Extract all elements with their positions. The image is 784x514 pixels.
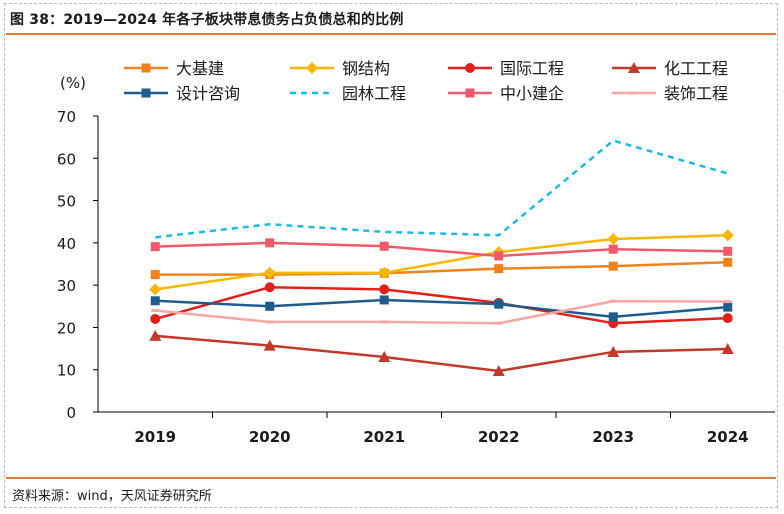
y-tick-label: 40 — [57, 235, 76, 253]
data-point-series-8 — [265, 320, 274, 324]
source-rule — [6, 477, 776, 479]
y-tick-label: 10 — [57, 362, 76, 380]
data-point-series-7 — [265, 238, 275, 248]
legend-label: 中小建企 — [500, 84, 564, 103]
figure-frame — [4, 3, 778, 508]
legend-swatch-marker — [141, 63, 151, 73]
source-note: 资料来源：wind，天风证券研究所 — [12, 489, 212, 504]
data-point-series-4 — [263, 339, 276, 351]
data-point-series-8 — [494, 321, 503, 325]
series-line-4 — [155, 334, 728, 373]
x-tick-label: 2024 — [707, 428, 749, 446]
legend-label: 化工工程 — [664, 59, 728, 78]
data-point-series-3 — [150, 313, 161, 324]
data-point-series-5 — [150, 296, 160, 306]
data-point-series-2 — [149, 283, 162, 296]
data-point-series-8 — [380, 320, 389, 324]
data-point-series-7 — [723, 246, 733, 256]
x-tick-label: 2020 — [249, 428, 291, 446]
legend-swatch-marker — [465, 88, 475, 98]
data-point-series-5 — [723, 302, 733, 312]
data-point-series-7 — [150, 242, 160, 252]
x-tick-label: 2021 — [363, 428, 405, 446]
legend-label: 装饰工程 — [664, 84, 728, 103]
series-line-5 — [155, 298, 728, 319]
data-point-series-5 — [265, 301, 275, 311]
series-line-1 — [155, 261, 728, 276]
y-tick-label: 30 — [57, 277, 76, 295]
data-point-series-2 — [607, 233, 620, 246]
legend-label: 国际工程 — [500, 59, 564, 78]
data-point-series-2 — [263, 266, 276, 279]
data-point-series-3 — [379, 284, 390, 295]
data-point-series-7 — [494, 251, 504, 261]
y-axis-unit-label: (%) — [60, 74, 86, 92]
data-point-series-8 — [609, 299, 618, 303]
legend-swatch-marker — [630, 91, 638, 95]
data-point-series-1 — [723, 257, 733, 267]
data-point-series-3 — [722, 313, 733, 324]
series-line-2 — [155, 233, 728, 291]
legend-label: 园林工程 — [342, 84, 406, 103]
title-rule — [6, 33, 776, 35]
data-point-series-4 — [378, 351, 391, 363]
data-point-series-4 — [607, 345, 620, 357]
x-tick-label: 2023 — [592, 428, 634, 446]
series-line-7 — [155, 241, 728, 258]
legend-label: 大基建 — [176, 59, 224, 78]
data-point-series-4 — [149, 329, 162, 341]
y-tick-label: 70 — [57, 108, 76, 126]
data-point-series-2 — [721, 229, 734, 242]
series-line-8 — [155, 299, 728, 325]
data-point-series-5 — [494, 299, 504, 309]
data-point-series-1 — [608, 261, 618, 271]
data-point-series-1 — [150, 270, 160, 280]
data-point-series-2 — [378, 266, 391, 279]
legend-swatch-marker — [141, 88, 151, 98]
data-point-series-7 — [379, 241, 389, 251]
legend-label: 设计咨询 — [176, 84, 240, 103]
data-point-series-7 — [608, 244, 618, 254]
legend-swatch-marker — [306, 62, 318, 74]
x-tick-label: 2022 — [478, 428, 520, 446]
data-point-series-4 — [721, 342, 734, 354]
y-tick-label: 60 — [57, 150, 76, 168]
series-line-3 — [154, 286, 728, 325]
y-tick-label: 50 — [57, 193, 76, 211]
legend-label: 钢结构 — [342, 59, 390, 78]
figure-title: 图 38：2019—2024 年各子板块带息债务占负债总和的比例 — [10, 12, 404, 28]
data-point-series-1 — [494, 264, 504, 274]
legend-swatch-marker — [465, 63, 475, 73]
data-point-series-8 — [151, 309, 160, 313]
y-tick-label: 0 — [66, 404, 76, 422]
series-line-6 — [155, 139, 729, 239]
x-tick-label: 2019 — [134, 428, 176, 446]
data-point-series-3 — [264, 282, 275, 293]
legend-swatch-marker — [628, 62, 640, 73]
data-point-series-4 — [492, 364, 505, 376]
data-point-series-8 — [723, 300, 732, 304]
y-tick-label: 20 — [57, 319, 76, 337]
data-point-series-5 — [608, 312, 618, 322]
data-point-series-5 — [379, 295, 389, 305]
